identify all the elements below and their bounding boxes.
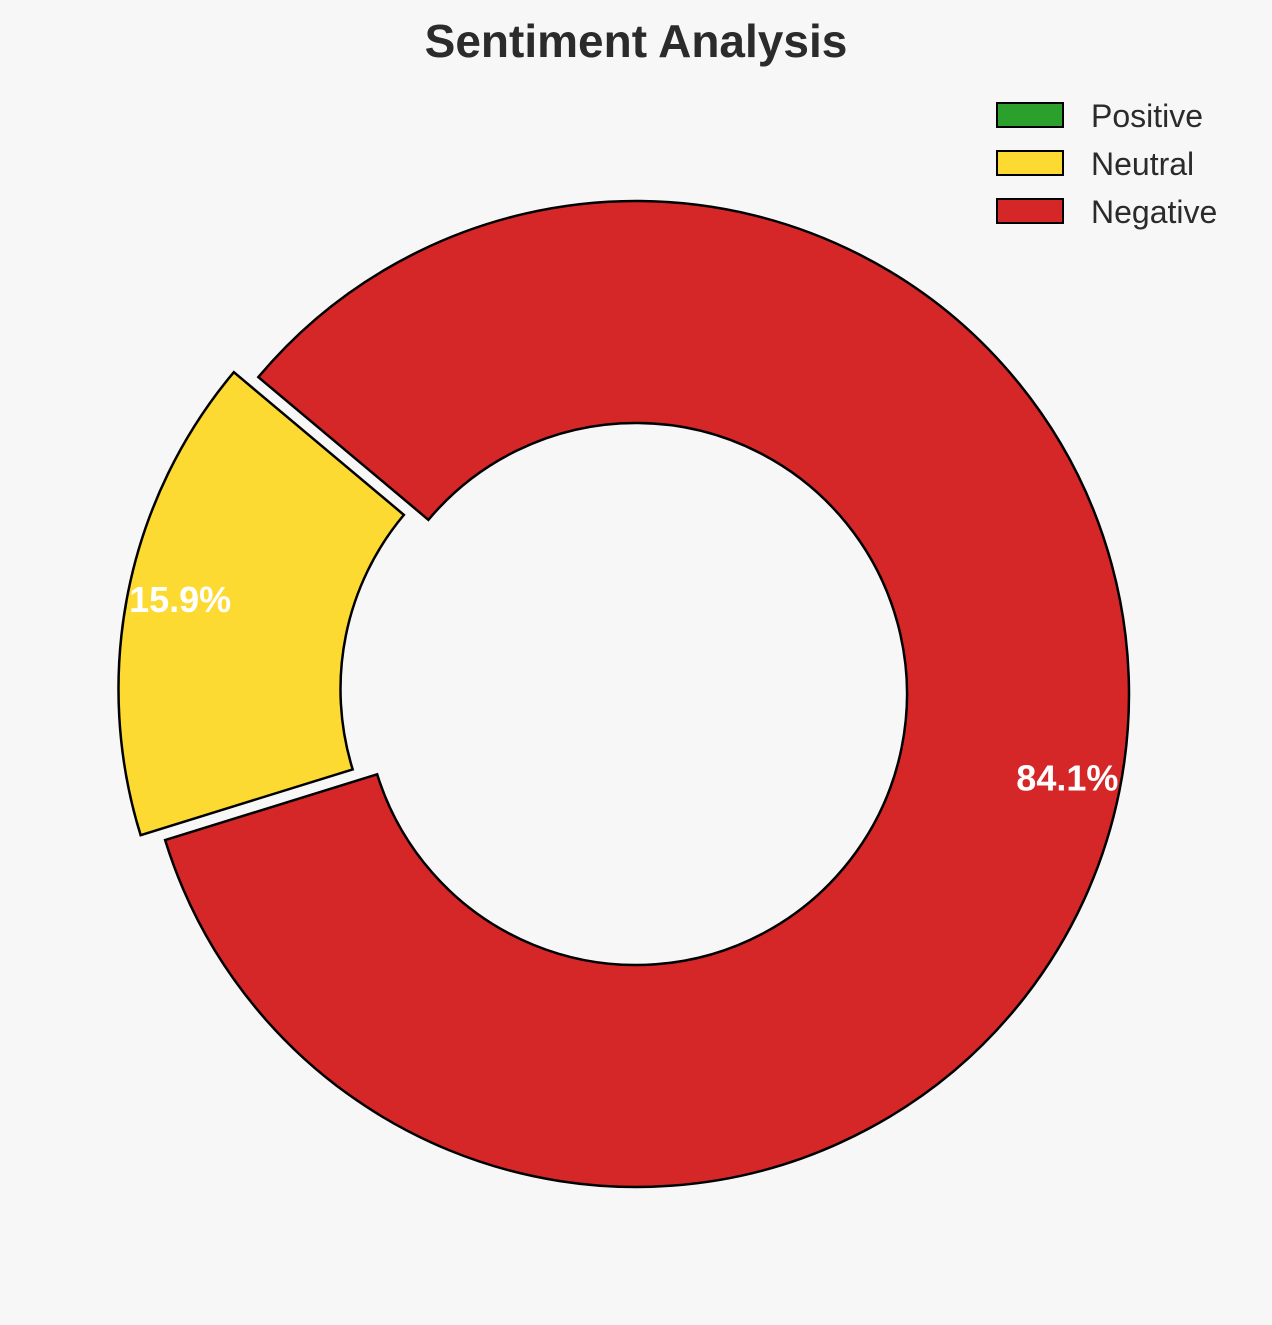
- donut-slices: [117, 199, 1131, 1189]
- percent-labels: 15.9% 84.1%: [129, 579, 1118, 799]
- chart-title: Sentiment Analysis: [425, 15, 848, 67]
- percent-label-neutral: 15.9%: [129, 579, 231, 620]
- legend-label-neutral: Neutral: [1091, 146, 1194, 182]
- legend-label-negative: Negative: [1091, 194, 1217, 230]
- legend-swatch-neutral: [996, 150, 1064, 176]
- slice-neutral: [117, 370, 406, 837]
- legend-label-positive: Positive: [1091, 98, 1203, 134]
- legend-swatch-positive: [996, 102, 1064, 128]
- legend-swatch-negative: [996, 198, 1064, 224]
- legend: Positive Neutral Negative: [996, 98, 1217, 230]
- slice-negative: [163, 199, 1131, 1189]
- percent-label-negative: 84.1%: [1016, 757, 1118, 798]
